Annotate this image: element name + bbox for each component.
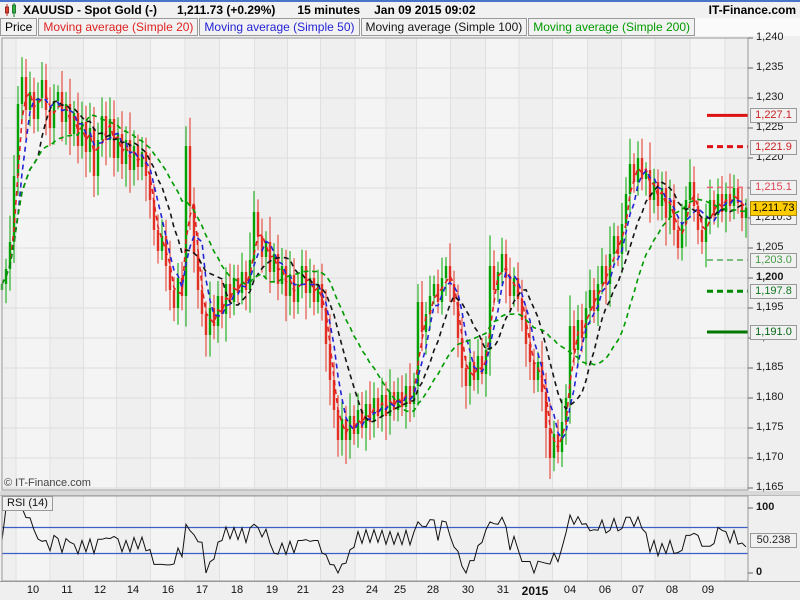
legend-ma200[interactable]: Moving average (Simple 200) bbox=[528, 18, 695, 36]
price-level-badge: 1,203.0 bbox=[750, 253, 797, 268]
x-axis-label: 25 bbox=[393, 584, 407, 596]
x-axis-label: 30 bbox=[461, 584, 475, 596]
x-axis-label: 2015 bbox=[521, 584, 549, 598]
current-price-badge: 1,211.73 bbox=[750, 200, 797, 216]
legend-ma100[interactable]: Moving average (Simple 100) bbox=[360, 18, 528, 36]
y-axis-label: 1,225 bbox=[756, 121, 784, 133]
y-axis-label: 1,185 bbox=[756, 361, 784, 373]
price-chart-plot[interactable] bbox=[0, 36, 800, 600]
x-axis-label: 16 bbox=[161, 584, 175, 596]
x-axis-label: 04 bbox=[563, 584, 577, 596]
brand-label: IT-Finance.com bbox=[708, 3, 796, 17]
x-axis-label: 23 bbox=[331, 584, 345, 596]
x-axis-label: 17 bbox=[195, 584, 209, 596]
y-axis-label: 1,235 bbox=[756, 61, 784, 73]
last-quote: 1,211.73 (+0.29%) bbox=[176, 3, 276, 17]
x-axis-label: 28 bbox=[426, 584, 440, 596]
x-axis-label: 19 bbox=[265, 584, 279, 596]
y-axis-label: 1,240 bbox=[756, 31, 784, 43]
timeframe-label[interactable]: 15 minutes bbox=[297, 3, 361, 17]
y-axis-label: 1,195 bbox=[756, 301, 784, 313]
title-bar: XAUUSD - Spot Gold (-) 1,211.73 (+0.29%)… bbox=[0, 0, 800, 18]
legend-ma20[interactable]: Moving average (Simple 20) bbox=[38, 18, 199, 36]
price-level-badge: 1,215.1 bbox=[750, 180, 797, 196]
y-axis-label: 1,230 bbox=[756, 91, 784, 103]
x-axis-label: 14 bbox=[126, 584, 140, 596]
x-axis-label: 18 bbox=[230, 584, 244, 596]
price-level-badge: 1,227.1 bbox=[750, 108, 797, 124]
y-axis-label: 1,180 bbox=[756, 391, 784, 403]
candlestick-icon bbox=[5, 3, 16, 17]
datetime-label: Jan 09 2015 09:02 bbox=[374, 3, 476, 17]
x-axis-label: 11 bbox=[61, 584, 73, 596]
y-axis-label: 1,175 bbox=[756, 421, 784, 433]
x-axis-label: 08 bbox=[665, 584, 679, 596]
price-level-badge: 1,221.9 bbox=[750, 139, 797, 155]
y-axis-label: 1,200 bbox=[756, 271, 784, 283]
y-axis-label: 1,170 bbox=[756, 451, 784, 463]
rsi-axis-label: 100 bbox=[756, 501, 775, 513]
price-level-badge: 1,191.0 bbox=[750, 325, 797, 340]
x-axis-label: 09 bbox=[701, 584, 715, 596]
instrument-title: XAUUSD - Spot Gold (-) bbox=[23, 3, 157, 17]
rsi-value-badge: 50.238 bbox=[750, 533, 797, 549]
x-axis-label: 07 bbox=[631, 584, 645, 596]
x-axis-label: 24 bbox=[365, 584, 379, 596]
x-axis-label: 10 bbox=[26, 584, 40, 596]
x-axis-label: 31 bbox=[496, 584, 510, 596]
x-axis-label: 21 bbox=[296, 584, 310, 596]
x-axis-label: 12 bbox=[93, 584, 107, 596]
rsi-indicator-label[interactable]: RSI (14) bbox=[2, 496, 53, 511]
rsi-axis-label: 0 bbox=[756, 566, 763, 578]
y-axis-label: 1,165 bbox=[756, 481, 784, 493]
legend-price[interactable]: Price bbox=[0, 18, 38, 36]
watermark: © IT-Finance.com bbox=[4, 477, 91, 489]
x-axis-label: 06 bbox=[598, 584, 612, 596]
price-level-badge: 1,197.8 bbox=[750, 284, 797, 300]
legend-row: Price Moving average (Simple 20) Moving … bbox=[0, 18, 800, 36]
y-axis-label: 1,205 bbox=[756, 241, 784, 253]
legend-ma50[interactable]: Moving average (Simple 50) bbox=[199, 18, 360, 36]
